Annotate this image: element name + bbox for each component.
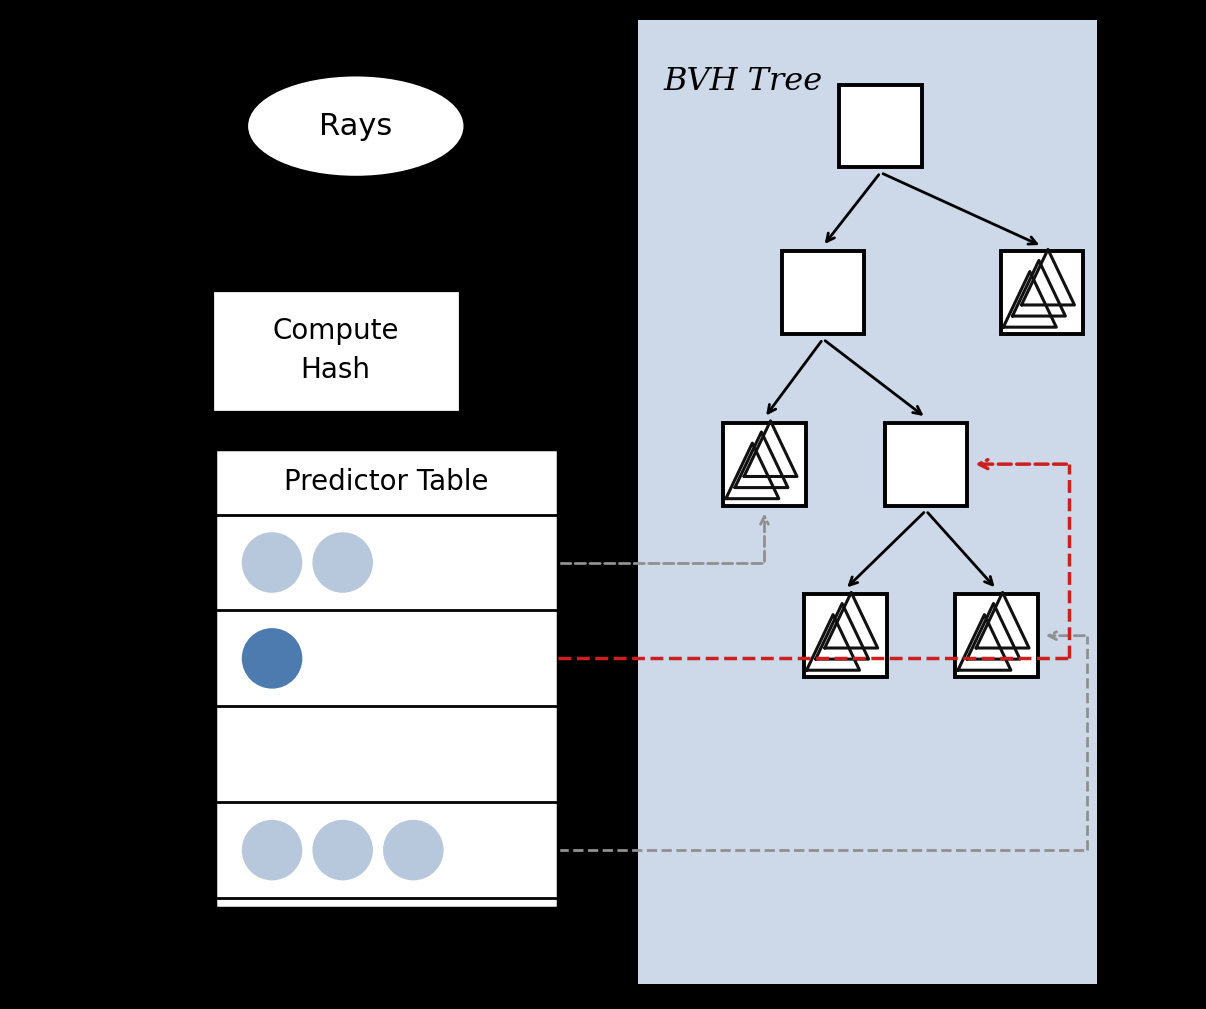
Circle shape (241, 819, 303, 880)
Text: BVH Tree: BVH Tree (663, 66, 822, 97)
Circle shape (384, 819, 444, 880)
Bar (781, 251, 865, 334)
Bar (215, 449, 557, 908)
Bar (638, 20, 1097, 984)
Bar (215, 293, 457, 409)
Bar (1001, 251, 1083, 334)
Bar (803, 594, 886, 677)
Text: Rays: Rays (320, 112, 392, 140)
Text: Predictor Table: Predictor Table (283, 468, 488, 495)
Circle shape (312, 819, 373, 880)
Circle shape (312, 533, 373, 592)
Ellipse shape (250, 79, 462, 174)
Circle shape (241, 628, 303, 688)
Bar (884, 423, 967, 506)
Bar (955, 594, 1038, 677)
Bar (839, 85, 921, 167)
Circle shape (241, 533, 303, 592)
Text: Compute
Hash: Compute Hash (273, 317, 399, 384)
Bar (724, 423, 806, 506)
